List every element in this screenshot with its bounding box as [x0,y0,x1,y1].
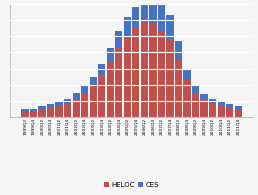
Bar [166,15,174,39]
Bar [55,106,63,117]
Bar [30,109,37,111]
Bar [81,86,88,94]
Bar [192,93,199,117]
Bar [21,109,29,111]
Bar [90,86,97,117]
Bar [200,94,208,99]
Bar [64,99,71,104]
Bar [72,99,80,117]
Bar [30,111,37,117]
Bar [158,31,165,117]
Bar [209,104,216,117]
Bar [209,99,216,104]
Bar [38,109,46,117]
Bar [124,17,131,36]
Bar [217,106,225,117]
Bar [175,41,182,59]
Bar [55,101,63,106]
Bar [226,107,233,117]
Bar [141,20,148,117]
Bar [200,99,208,117]
Bar [98,75,105,117]
Bar [90,77,97,86]
Bar [175,59,182,117]
Bar [47,107,54,117]
Bar [149,23,157,117]
Bar [235,109,242,117]
Bar [235,106,242,109]
Bar [183,70,191,80]
Bar [98,64,105,75]
Bar [217,102,225,106]
Bar [38,106,46,109]
Bar [72,93,80,99]
Bar [107,48,114,62]
Bar [149,0,157,23]
Bar [183,80,191,117]
Bar [132,7,140,28]
Bar [107,62,114,117]
Bar [81,94,88,117]
Bar [141,0,148,20]
Bar [64,104,71,117]
Bar [158,4,165,31]
Legend: HELOC, CES: HELOC, CES [102,179,162,191]
Bar [115,48,122,117]
Bar [124,36,131,117]
Bar [115,31,122,48]
Bar [21,111,29,117]
Bar [226,104,233,107]
Bar [132,28,140,117]
Bar [192,86,199,93]
Bar [47,104,54,107]
Bar [166,39,174,117]
